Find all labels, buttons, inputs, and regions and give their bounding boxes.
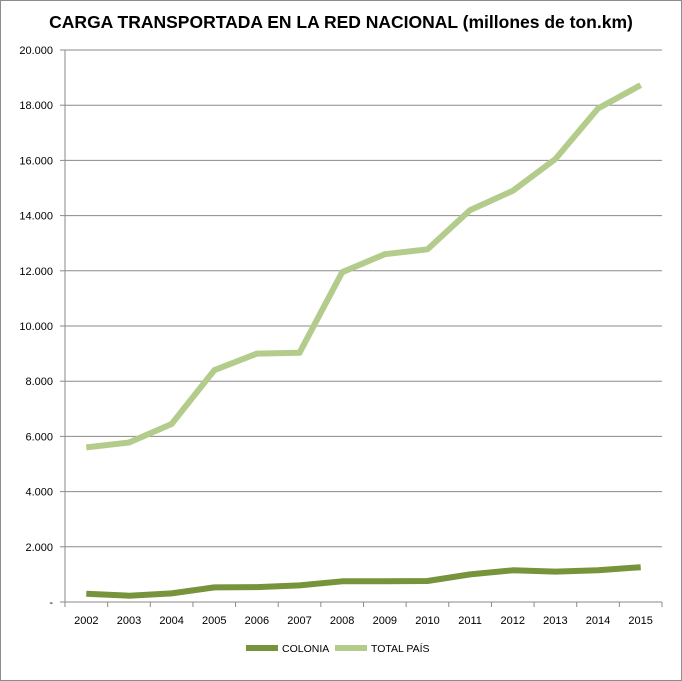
x-tick-label: 2010 bbox=[415, 615, 439, 627]
y-tick-label: 6.000 bbox=[25, 431, 53, 443]
x-tick-label: 2007 bbox=[287, 615, 311, 627]
legend-label: TOTAL PAÍS bbox=[371, 642, 430, 655]
x-tick-label: 2008 bbox=[330, 615, 354, 627]
y-tick-label: 4.000 bbox=[25, 487, 53, 499]
x-tick-label: 2002 bbox=[74, 615, 98, 627]
y-tick-label: 14.000 bbox=[19, 211, 53, 223]
y-tick-labels: - 2.000 4.000 6.000 8.000 10.000 12.000 14.000 1… bbox=[19, 45, 53, 609]
legend-label: COLONIA bbox=[282, 643, 329, 655]
x-tick-label: 2006 bbox=[245, 615, 269, 627]
y-tick-label: - bbox=[49, 597, 53, 609]
y-tick-label: 18.000 bbox=[19, 100, 53, 112]
series-line-total-pais bbox=[85, 82, 643, 451]
x-tick-label: 2015 bbox=[628, 615, 652, 627]
y-tick-label: 12.000 bbox=[19, 266, 53, 278]
y-tick-label: 2.000 bbox=[25, 542, 53, 554]
x-tick-label: 2011 bbox=[458, 615, 482, 627]
y-tick-label: 8.000 bbox=[25, 376, 53, 388]
x-tick-label: 2005 bbox=[202, 615, 226, 627]
y-tick-label: 20.000 bbox=[19, 45, 53, 57]
series-lines bbox=[85, 82, 643, 599]
x-tick-label: 2012 bbox=[501, 615, 525, 627]
legend: COLONIA TOTAL PAÍS bbox=[246, 642, 430, 655]
chart-title: CARGA TRANSPORTADA EN LA RED NACIONAL (m… bbox=[49, 12, 633, 32]
x-tick-label: 2013 bbox=[543, 615, 567, 627]
x-tick-label: 2003 bbox=[117, 615, 141, 627]
x-tick-label: 2014 bbox=[586, 615, 610, 627]
x-tick-label: 2004 bbox=[159, 615, 183, 627]
axes bbox=[60, 49, 663, 607]
x-tick-label: 2009 bbox=[373, 615, 397, 627]
x-tick-labels: 2002 2003 2004 2005 2006 2007 2008 2009 2010 2011… bbox=[74, 615, 653, 627]
series-line-colonia bbox=[86, 564, 641, 599]
y-tick-label: 16.000 bbox=[19, 155, 53, 167]
y-tick-label: 10.000 bbox=[19, 321, 53, 333]
grid-lines bbox=[65, 49, 662, 548]
